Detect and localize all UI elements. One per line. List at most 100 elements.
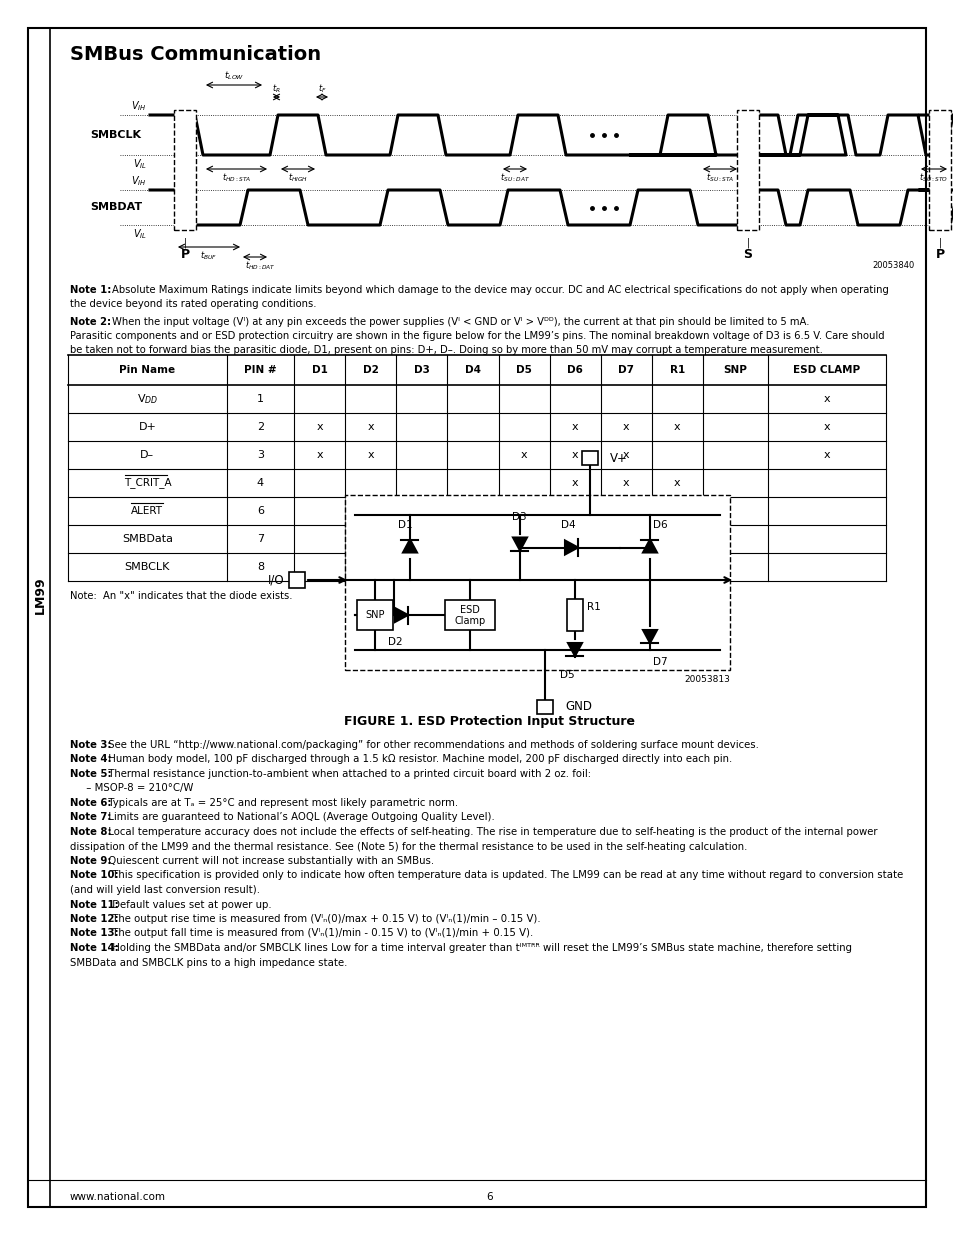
Text: be taken not to forward bias the parasitic diode, D1, present on pins: D+, D–. D: be taken not to forward bias the parasit…	[70, 345, 822, 354]
Polygon shape	[642, 540, 657, 552]
Bar	[537, 700, 553, 714]
Text: GND: GND	[564, 700, 592, 714]
Text: V+: V+	[609, 452, 627, 464]
Text: Note 9:: Note 9:	[70, 856, 115, 866]
Text: Note:  An "x" indicates that the diode exists.: Note: An "x" indicates that the diode ex…	[70, 592, 293, 601]
Text: x: x	[571, 450, 578, 459]
Text: Absolute Maximum Ratings indicate limits beyond which damage to the device may o: Absolute Maximum Ratings indicate limits…	[112, 285, 888, 295]
Text: Holding the SMBData and/or SMBCLK lines Low for a time interval greater than tᴵᴹ: Holding the SMBData and/or SMBCLK lines …	[109, 944, 851, 953]
Text: 4: 4	[256, 478, 264, 488]
Text: x: x	[571, 534, 578, 543]
Text: Pin Name: Pin Name	[119, 366, 175, 375]
Text: D4: D4	[464, 366, 480, 375]
Text: I/O: I/O	[268, 573, 285, 587]
Text: $V_{IL}$: $V_{IL}$	[132, 227, 147, 241]
Text: $t_R$: $t_R$	[272, 83, 280, 95]
Text: Note 8:: Note 8:	[70, 827, 115, 837]
Text: Local temperature accuracy does not include the effects of self-heating. The ris: Local temperature accuracy does not incl…	[105, 827, 877, 837]
Text: The output fall time is measured from (Vᴵₙ(1)/min - 0.15 V) to (Vᴵₙ(1)/min + 0.1: The output fall time is measured from (V…	[109, 929, 533, 939]
Bar	[173, 110, 195, 230]
Text: 6: 6	[256, 506, 264, 516]
Text: x: x	[622, 450, 629, 459]
Polygon shape	[642, 630, 657, 643]
Text: Note 11:: Note 11:	[70, 899, 122, 909]
Text: $t_{LOW}$: $t_{LOW}$	[224, 69, 244, 82]
Text: SMBCLK: SMBCLK	[125, 562, 170, 572]
Text: Note 14:: Note 14:	[70, 944, 122, 953]
Text: SMBCLK: SMBCLK	[90, 130, 141, 140]
Text: 20053840: 20053840	[872, 261, 914, 270]
Text: x: x	[622, 422, 629, 432]
Text: Clamp: Clamp	[454, 616, 485, 626]
Text: |: |	[183, 238, 187, 248]
Text: FIGURE 1. ESD Protection Input Structure: FIGURE 1. ESD Protection Input Structure	[344, 715, 635, 727]
Polygon shape	[395, 608, 408, 622]
Bar	[444, 600, 495, 630]
Text: This specification is provided only to indicate how often temperature data is up: This specification is provided only to i…	[109, 871, 902, 881]
Text: D1: D1	[397, 520, 413, 530]
Text: SMBData: SMBData	[122, 534, 172, 543]
Text: x: x	[622, 562, 629, 572]
Text: x: x	[520, 450, 527, 459]
Text: D6: D6	[652, 520, 667, 530]
Text: x: x	[674, 422, 680, 432]
Text: SNP: SNP	[722, 366, 746, 375]
Text: Note 12:: Note 12:	[70, 914, 122, 924]
Text: D1: D1	[312, 366, 327, 375]
Text: Limits are guaranteed to National’s AOQL (Average Outgoing Quality Level).: Limits are guaranteed to National’s AOQL…	[105, 813, 494, 823]
Text: the device beyond its rated operating conditions.: the device beyond its rated operating co…	[70, 299, 316, 309]
Text: D6: D6	[567, 366, 582, 375]
Polygon shape	[564, 541, 578, 555]
Text: D+: D+	[138, 422, 156, 432]
Text: x: x	[822, 394, 829, 404]
Text: Note 4:: Note 4:	[70, 755, 115, 764]
Bar	[566, 599, 582, 631]
Text: x: x	[367, 450, 374, 459]
Text: V$_{DD}$: V$_{DD}$	[136, 391, 158, 406]
Text: See the URL “http://www.national.com/packaging” for other recommendations and me: See the URL “http://www.national.com/pac…	[105, 740, 758, 750]
Text: ESD CLAMP: ESD CLAMP	[792, 366, 860, 375]
Text: PIN #: PIN #	[244, 366, 276, 375]
Text: x: x	[674, 506, 680, 516]
Text: Note 7:: Note 7:	[70, 813, 114, 823]
Text: x: x	[571, 478, 578, 488]
Text: D5: D5	[559, 671, 574, 680]
Text: x: x	[571, 422, 578, 432]
Bar	[737, 110, 759, 230]
Text: $t_{BUF}$: $t_{BUF}$	[200, 249, 217, 263]
Text: R1: R1	[669, 366, 684, 375]
Text: 1: 1	[256, 394, 264, 404]
Text: D2: D2	[362, 366, 378, 375]
Text: x: x	[622, 506, 629, 516]
Text: R1: R1	[586, 601, 600, 613]
Text: Note 5:: Note 5:	[70, 769, 115, 779]
Polygon shape	[513, 537, 526, 551]
Text: $t_{SU:DAT}$: $t_{SU:DAT}$	[499, 172, 530, 184]
Text: $t_{SU:STO}$: $t_{SU:STO}$	[919, 172, 947, 184]
Text: x: x	[367, 422, 374, 432]
Text: SMBData and SMBCLK pins to a high impedance state.: SMBData and SMBCLK pins to a high impeda…	[70, 957, 347, 967]
Text: D7: D7	[618, 366, 634, 375]
Text: Parasitic components and or ESD protection circuitry are shown in the figure bel: Parasitic components and or ESD protecti…	[70, 331, 883, 341]
Text: $t_{HIGH}$: $t_{HIGH}$	[288, 172, 308, 184]
Text: D4: D4	[560, 520, 575, 530]
Text: x: x	[822, 422, 829, 432]
Text: $t_{HD:DAT}$: $t_{HD:DAT}$	[244, 261, 275, 273]
Polygon shape	[402, 540, 416, 552]
Text: SMBus Communication: SMBus Communication	[70, 44, 321, 64]
Text: P: P	[935, 248, 943, 261]
Text: 7: 7	[256, 534, 264, 543]
Text: $V_{IH}$: $V_{IH}$	[132, 99, 147, 112]
Text: ALERT: ALERT	[132, 506, 163, 516]
Text: $t_F$: $t_F$	[317, 83, 326, 95]
Text: SMBDAT: SMBDAT	[90, 203, 142, 212]
Text: The output rise time is measured from (Vᴵₙ(0)/max + 0.15 V) to (Vᴵₙ(1)/min – 0.1: The output rise time is measured from (V…	[109, 914, 540, 924]
Text: Note 3:: Note 3:	[70, 740, 115, 750]
Text: x: x	[674, 534, 680, 543]
Bar	[581, 451, 598, 466]
Text: |: |	[745, 238, 749, 248]
Text: Note 10:: Note 10:	[70, 871, 122, 881]
Text: Note 6:: Note 6:	[70, 798, 115, 808]
Text: 6: 6	[486, 1192, 493, 1202]
Text: SNP: SNP	[365, 610, 384, 620]
